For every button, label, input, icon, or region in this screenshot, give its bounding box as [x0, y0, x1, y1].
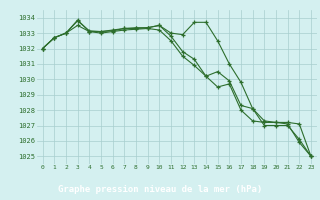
Text: Graphe pression niveau de la mer (hPa): Graphe pression niveau de la mer (hPa) [58, 184, 262, 194]
